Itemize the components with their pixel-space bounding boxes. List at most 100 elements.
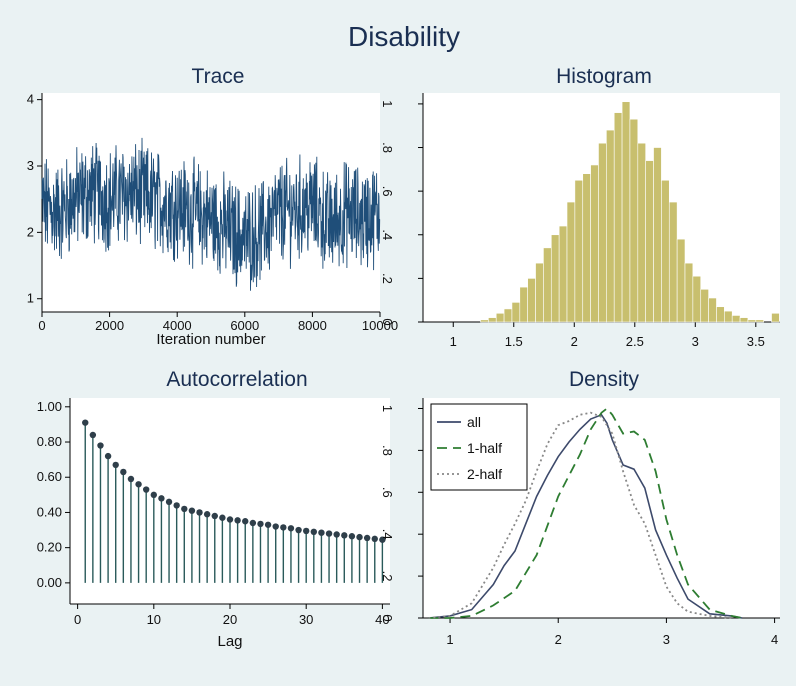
acf-point [112, 461, 119, 469]
acf-point [356, 533, 363, 541]
x-tick-label: 20 [223, 612, 237, 627]
histogram-bar [613, 112, 623, 323]
acf-point [120, 468, 127, 476]
histogram-bar [668, 201, 678, 323]
x-axis-label: Lag [217, 633, 242, 650]
y-tick-label: .4 [380, 529, 395, 540]
acf-point [257, 520, 264, 528]
acf-point [82, 419, 89, 426]
y-tick-label: 1 [380, 100, 395, 107]
histogram-panel: Histogram 1 1.5 2 2.5 3 3.5 0 .2 .4 .6 .8 1 [380, 65, 780, 349]
panel-title: Autocorrelation [166, 368, 307, 391]
histogram-bar [645, 160, 654, 323]
acf-point [287, 525, 295, 532]
y-tick-label: .2 [380, 273, 395, 284]
y-tick-label: 3 [27, 158, 34, 173]
histogram-bar [692, 275, 702, 323]
y-tick-label: 0 [380, 614, 395, 621]
acf-point [211, 512, 218, 520]
histogram-bar [621, 101, 631, 323]
acf-point [363, 534, 371, 542]
acf-point [264, 521, 272, 528]
acf-point [295, 526, 302, 534]
histogram-bar [574, 179, 584, 323]
acf-point [142, 486, 150, 493]
acf-point [135, 481, 142, 488]
histogram-bar [558, 225, 568, 323]
acf-point [188, 507, 196, 514]
y-tick-label: 0.40 [37, 504, 62, 519]
legend-box [430, 403, 528, 491]
y-tick-label: .6 [380, 487, 395, 498]
y-tick-label: .8 [380, 142, 395, 153]
legend-label: 1-half [467, 440, 502, 456]
acf-point [310, 528, 318, 536]
x-tick-label: 2.5 [626, 334, 644, 349]
histogram-bar [724, 310, 733, 323]
acf-point [226, 516, 234, 523]
histogram-bar [598, 142, 607, 323]
x-tick-label: 40 [375, 612, 389, 627]
acf-point [249, 519, 257, 527]
acf-point [127, 475, 135, 483]
x-tick-label: 1.5 [505, 334, 523, 349]
histogram-bar [480, 319, 489, 323]
y-tick-label: 0.20 [37, 540, 62, 555]
x-axis-label: Iteration number [156, 331, 265, 348]
acf-point [280, 524, 287, 531]
x-tick-label: 2000 [95, 318, 124, 333]
acf-point [181, 505, 188, 513]
x-tick-label: 2 [571, 334, 578, 349]
acf-point [341, 532, 348, 539]
histogram-bar [676, 238, 686, 323]
y-tick-label: 1 [380, 405, 395, 412]
x-tick-label: 8000 [298, 318, 327, 333]
x-tick-label: 0 [38, 318, 45, 333]
histogram-bar [535, 262, 544, 323]
density-panel: Density 1 2 3 4 0 .2 .4 .6 .8 1 all 1-half 2-half [380, 368, 780, 647]
histogram-bar [653, 147, 662, 323]
density-line-all [428, 413, 743, 619]
acf-point [371, 535, 378, 543]
y-tick-label: 0 [380, 318, 395, 325]
acf-point [379, 536, 386, 543]
trace-line [41, 137, 381, 291]
histogram-bar [543, 247, 552, 323]
x-tick-label: 1 [446, 632, 453, 647]
acf-point [97, 442, 104, 449]
histogram-bar [590, 164, 599, 323]
x-tick-label: 3 [692, 334, 699, 349]
legend-label: all [467, 414, 481, 430]
x-tick-label: 4000 [163, 318, 192, 333]
acf-point [318, 529, 325, 536]
x-tick-label: 3.5 [747, 334, 765, 349]
histogram-bar [503, 308, 513, 323]
density-line-1-half [428, 407, 743, 619]
acf-point [165, 498, 173, 506]
y-tick-label: .6 [380, 186, 395, 197]
histogram-bar [629, 118, 639, 323]
x-tick-label: 0 [74, 612, 81, 627]
y-tick-label: .2 [380, 571, 395, 582]
histogram-bar [488, 317, 497, 323]
acf-point [203, 511, 211, 518]
histogram-bar [747, 319, 757, 323]
x-tick-label: 1 [450, 334, 457, 349]
acf-point [89, 431, 97, 439]
x-tick-label: 3 [663, 632, 670, 647]
y-tick-label: 2 [27, 224, 34, 239]
histogram-bar [700, 288, 709, 323]
acf-point [150, 491, 158, 499]
acf-point [196, 509, 203, 516]
main-title: Disability [348, 21, 460, 52]
x-tick-label: 10 [147, 612, 161, 627]
acf-point [158, 495, 165, 502]
histogram-bar [511, 302, 521, 323]
histogram-bar [661, 179, 670, 323]
legend-label: 2-half [467, 466, 502, 482]
acf-point [173, 502, 180, 509]
histogram-bar [708, 297, 717, 323]
histogram-bar [731, 315, 741, 323]
